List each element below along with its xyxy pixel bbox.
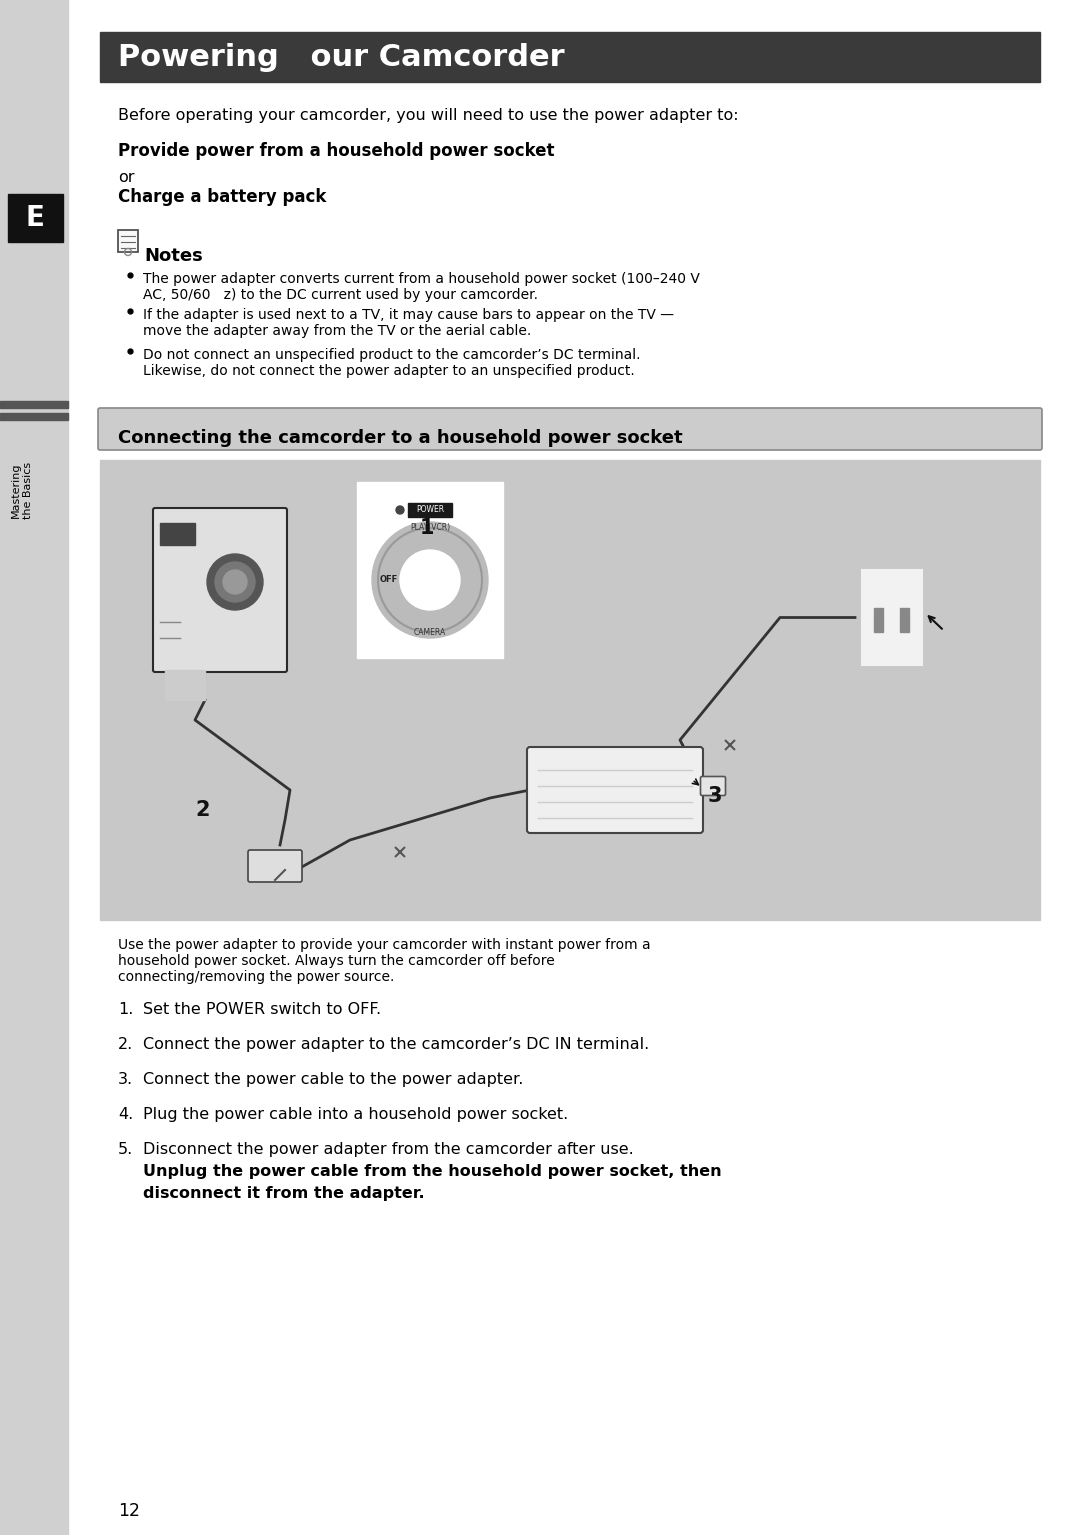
Text: 2: 2 [195,800,210,820]
Circle shape [396,507,404,514]
Text: Before operating your camcorder, you will need to use the power adapter to:: Before operating your camcorder, you wil… [118,107,739,123]
Circle shape [372,522,488,639]
Text: If the adapter is used next to a TV, it may cause bars to appear on the TV —
mov: If the adapter is used next to a TV, it … [143,309,674,338]
Text: CAMERA: CAMERA [414,628,446,637]
Text: POWER: POWER [416,505,444,514]
Text: Unplug the power cable from the household power socket, then: Unplug the power cable from the househol… [143,1164,721,1179]
Text: OFF: OFF [380,576,399,585]
Bar [100,460,1040,919]
Text: 4.: 4. [118,1107,133,1122]
Text: 3.: 3. [118,1071,133,1087]
Circle shape [400,550,460,609]
Bar [408,503,453,517]
Text: Mastering
the Basics: Mastering the Basics [11,462,32,519]
Text: Provide power from a household power socket: Provide power from a household power soc… [118,143,554,160]
Bar [0,401,68,408]
Text: Connecting the camcorder to a household power socket: Connecting the camcorder to a household … [118,428,683,447]
Text: 1: 1 [420,517,434,537]
Circle shape [207,554,264,609]
Bar [900,608,909,632]
Text: Connect the power cable to the power adapter.: Connect the power cable to the power ada… [143,1071,524,1087]
Text: Set the POWER switch to OFF.: Set the POWER switch to OFF. [143,1002,381,1018]
FancyBboxPatch shape [248,850,302,883]
Bar [0,413,68,421]
Bar [357,482,503,659]
Bar [165,669,205,700]
Bar [8,193,63,243]
Text: Plug the power cable into a household power socket.: Plug the power cable into a household po… [143,1107,568,1122]
Text: Connect the power adapter to the camcorder’s DC IN terminal.: Connect the power adapter to the camcord… [143,1038,649,1051]
Bar [874,608,883,632]
Text: 5.: 5. [118,1142,133,1157]
Circle shape [215,562,255,602]
Text: Notes: Notes [144,247,203,266]
FancyBboxPatch shape [153,508,287,672]
Bar [100,32,1040,81]
Text: E: E [26,204,44,232]
Text: 3: 3 [708,786,723,806]
Circle shape [222,569,247,594]
FancyBboxPatch shape [98,408,1042,450]
Text: Powering   our Camcorder: Powering our Camcorder [118,43,565,72]
Text: Use the power adapter to provide your camcorder with instant power from a
househ: Use the power adapter to provide your ca… [118,938,650,984]
Text: 2.: 2. [118,1038,133,1051]
Bar [118,230,138,252]
Bar [0,0,68,1535]
Text: disconnect it from the adapter.: disconnect it from the adapter. [143,1187,424,1200]
Text: PLAY(VCR): PLAY(VCR) [410,523,450,533]
FancyBboxPatch shape [701,777,726,795]
Bar [862,569,922,665]
FancyBboxPatch shape [527,748,703,834]
Text: 12: 12 [118,1503,140,1520]
Bar [160,523,195,545]
Text: Disconnect the power adapter from the camcorder after use.: Disconnect the power adapter from the ca… [143,1142,634,1157]
Text: The power adapter converts current from a household power socket (100–240 V
AC, : The power adapter converts current from … [143,272,700,302]
Text: Charge a battery pack: Charge a battery pack [118,187,326,206]
Text: 1.: 1. [118,1002,133,1018]
Text: Do not connect an unspecified product to the camcorder’s DC terminal.
Likewise, : Do not connect an unspecified product to… [143,348,640,378]
Text: or: or [118,170,135,186]
